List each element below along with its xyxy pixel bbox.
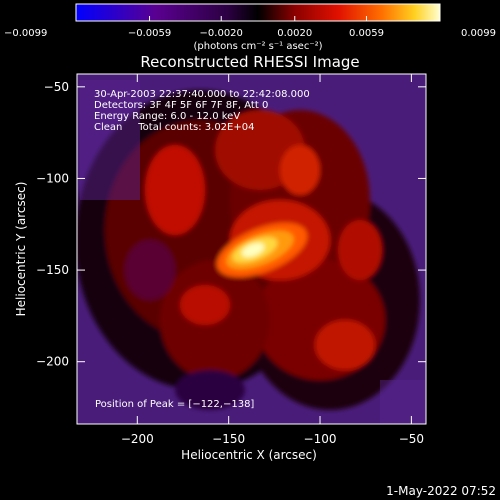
colorbar-tick-label: 0.0099	[461, 28, 496, 39]
plot-frame	[76, 73, 427, 425]
chart-title: Reconstructed RHESSI Image	[140, 53, 359, 71]
clean-counts-label: Clean Total counts: 3.02E+04	[94, 122, 254, 133]
y-tick-label: −100	[36, 171, 69, 185]
y-tick-label: −200	[36, 355, 69, 369]
detectors-label: Detectors: 3F 4F 5F 6F 7F 8F, Att 0	[94, 100, 268, 111]
colorbar-tick-label: −0.0099	[4, 28, 47, 39]
x-tick-label: −50	[399, 432, 424, 446]
x-tick-label: −100	[304, 432, 337, 446]
colorbar	[75, 3, 441, 22]
colorbar-ticks: −0.0099 −0.0059 −0.0020 0.0020 0.0059 0.0099	[4, 16, 496, 39]
x-tick-label: −200	[121, 432, 154, 446]
energy-range-label: Energy Range: 6.0 - 12.0 keV	[94, 111, 240, 122]
y-tick-label: −50	[44, 80, 69, 94]
colorbar-unit-label: (photons cm⁻² s⁻¹ asec⁻²)	[193, 41, 322, 52]
y-axis-label: Heliocentric Y (arcsec)	[14, 182, 28, 317]
colorbar-tick-label: −0.0020	[200, 28, 243, 39]
x-axis-label: Heliocentric X (arcsec)	[181, 448, 317, 462]
axis-ticks: −200 −150 −100 −50 −50 −100 −150 −200	[36, 74, 426, 446]
y-tick-label: −150	[36, 263, 69, 277]
time-range-label: 30-Apr-2003 22:37:40.000 to 22:42:08.000	[94, 89, 310, 100]
footer-date: 1-May-2022 07:52	[386, 484, 496, 498]
colorbar-tick-label: 0.0020	[277, 28, 312, 39]
peak-position-label: Position of Peak = [−122,−138]	[95, 399, 254, 410]
heatmap-image	[77, 74, 426, 424]
colorbar-tick-label: −0.0059	[128, 28, 171, 39]
x-tick-label: −150	[212, 432, 245, 446]
colorbar-tick-label: 0.0059	[349, 28, 384, 39]
